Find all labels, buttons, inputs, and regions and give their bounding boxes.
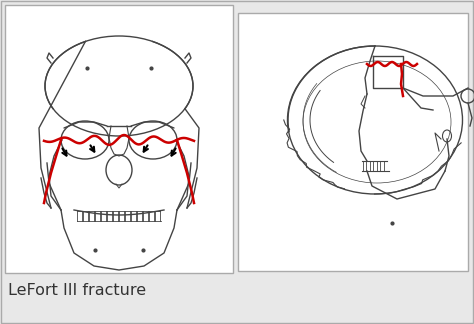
Bar — [238, 13, 468, 271]
Bar — [5, 5, 233, 273]
Text: LeFort III fracture: LeFort III fracture — [8, 283, 146, 298]
